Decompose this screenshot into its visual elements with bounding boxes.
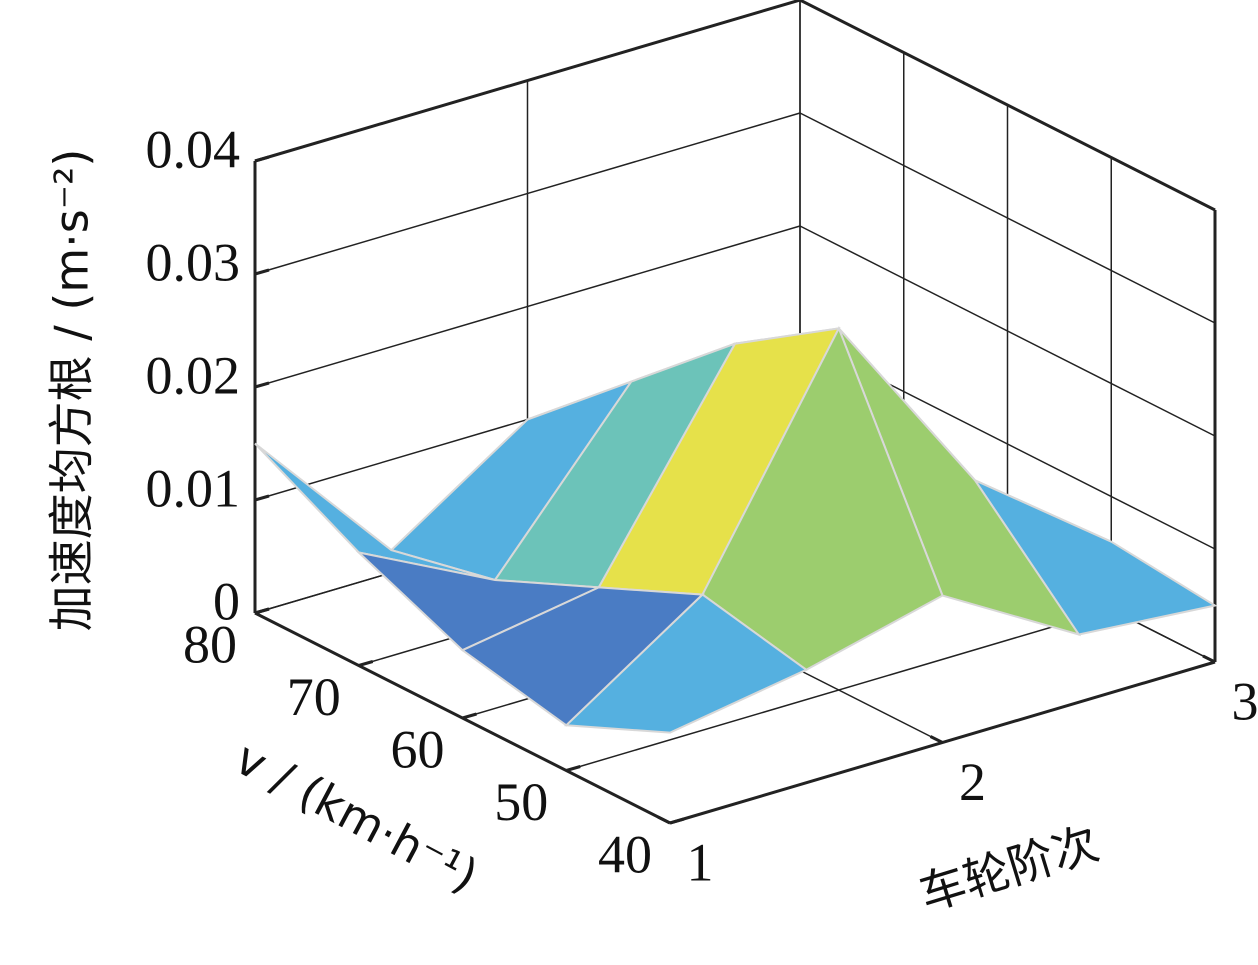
axis-edge xyxy=(254,0,801,163)
z-tick-label: 0.02 xyxy=(146,345,241,405)
tick-mark xyxy=(1202,654,1216,664)
y-tick-label: 60 xyxy=(391,719,445,779)
grid-line xyxy=(566,608,1112,772)
y-tick-label: 80 xyxy=(183,614,237,674)
tick-mark xyxy=(565,765,581,772)
tick-mark xyxy=(254,494,270,502)
y-axis-title: v / (km·h⁻¹) xyxy=(227,731,487,903)
y-tick-label: 70 xyxy=(287,667,341,727)
z-tick-label: 0 xyxy=(213,571,240,631)
y-tick-label: 40 xyxy=(598,824,652,884)
x-tick-label: 1 xyxy=(687,832,714,892)
z-tick-label: 0.03 xyxy=(146,232,241,292)
axis-edge xyxy=(799,0,1216,212)
tick-mark xyxy=(358,660,374,667)
x-tick-label: 3 xyxy=(1232,671,1258,731)
tick-mark xyxy=(657,815,671,825)
tick-mark xyxy=(462,712,477,720)
tick-mark xyxy=(254,381,270,389)
tick-mark xyxy=(254,607,270,615)
z-axis-title: 加速度均方根 / (m·s⁻²) xyxy=(45,149,99,632)
tick-mark xyxy=(929,735,944,744)
x-tick-label: 2 xyxy=(959,752,986,812)
y-tick-label: 50 xyxy=(494,772,548,832)
x-axis-title: 车轮阶次 xyxy=(913,816,1105,921)
z-tick-label: 0.01 xyxy=(146,458,241,518)
tick-mark xyxy=(669,817,685,825)
tick-mark xyxy=(254,268,270,276)
z-tick-label: 0.04 xyxy=(146,119,241,179)
surface-patch xyxy=(563,593,809,734)
tick-mark xyxy=(254,155,270,163)
